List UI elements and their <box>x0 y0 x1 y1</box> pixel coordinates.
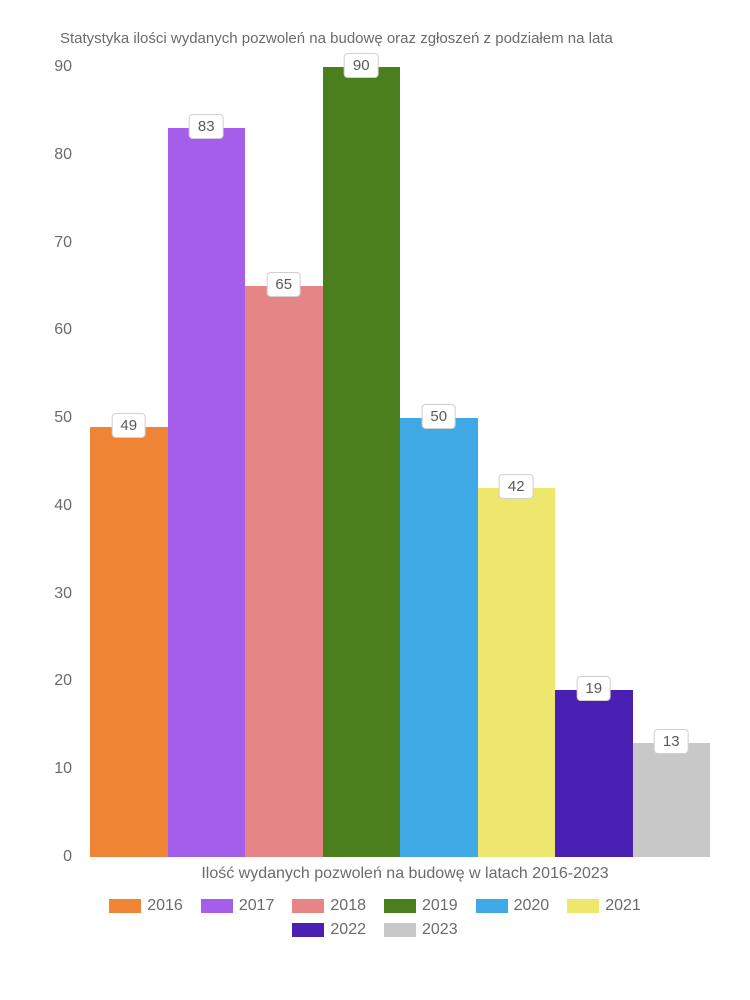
bar-value-label: 19 <box>576 676 611 701</box>
y-tick: 60 <box>54 321 72 339</box>
legend-item-2017: 2017 <box>201 897 275 915</box>
legend-label: 2016 <box>147 897 183 915</box>
y-tick: 10 <box>54 760 72 778</box>
y-tick: 70 <box>54 234 72 252</box>
legend-item-2022: 2022 <box>292 921 366 939</box>
chart-title: Statystyka ilości wydanych pozwoleń na b… <box>30 30 720 47</box>
bar: 90 <box>323 67 401 857</box>
bar-value-label: 49 <box>111 413 146 438</box>
legend-swatch <box>292 923 324 937</box>
legend-item-2018: 2018 <box>292 897 366 915</box>
legend-label: 2018 <box>330 897 366 915</box>
legend-label: 2021 <box>605 897 641 915</box>
bar-2023: 13 <box>633 67 711 857</box>
bar-2018: 65 <box>245 67 323 857</box>
legend: 2016 2017 2018 2019 2020 2021 2022 2023 <box>30 897 720 939</box>
legend-label: 2022 <box>330 921 366 939</box>
bar-2019: 90 <box>323 67 401 857</box>
bar-value-label: 42 <box>499 474 534 499</box>
legend-swatch <box>201 899 233 913</box>
legend-swatch <box>109 899 141 913</box>
y-tick: 30 <box>54 585 72 603</box>
legend-swatch <box>476 899 508 913</box>
bar-2020: 50 <box>400 67 478 857</box>
bar-2021: 42 <box>478 67 556 857</box>
plot-area: 4983659050421913 <box>90 67 710 857</box>
legend-swatch <box>384 899 416 913</box>
legend-label: 2023 <box>422 921 458 939</box>
bar: 49 <box>90 427 168 857</box>
bar: 83 <box>168 128 246 857</box>
bar-value-label: 65 <box>266 272 301 297</box>
bar: 50 <box>400 418 478 857</box>
y-tick: 50 <box>54 409 72 427</box>
y-tick: 20 <box>54 672 72 690</box>
y-tick: 80 <box>54 146 72 164</box>
bar: 65 <box>245 286 323 857</box>
y-tick: 40 <box>54 497 72 515</box>
legend-item-2019: 2019 <box>384 897 458 915</box>
bar: 13 <box>633 743 711 857</box>
x-axis-label: Ilość wydanych pozwoleń na budowę w lata… <box>30 865 720 883</box>
bar-2016: 49 <box>90 67 168 857</box>
bar-value-label: 13 <box>654 729 689 754</box>
legend-swatch <box>292 899 324 913</box>
legend-label: 2017 <box>239 897 275 915</box>
y-axis: 0102030405060708090 <box>30 67 80 857</box>
legend-item-2023: 2023 <box>384 921 458 939</box>
bar-value-label: 50 <box>421 404 456 429</box>
bar-value-label: 83 <box>189 114 224 139</box>
legend-item-2020: 2020 <box>476 897 550 915</box>
chart-area: 0102030405060708090 4983659050421913 <box>30 67 720 857</box>
legend-label: 2020 <box>514 897 550 915</box>
y-tick: 0 <box>63 848 72 866</box>
bar-2017: 83 <box>168 67 246 857</box>
bar-value-label: 90 <box>344 53 379 78</box>
legend-label: 2019 <box>422 897 458 915</box>
bar: 42 <box>478 488 556 857</box>
y-tick: 90 <box>54 58 72 76</box>
legend-swatch <box>384 923 416 937</box>
legend-swatch <box>567 899 599 913</box>
bar-2022: 19 <box>555 67 633 857</box>
bar: 19 <box>555 690 633 857</box>
legend-item-2021: 2021 <box>567 897 641 915</box>
legend-item-2016: 2016 <box>109 897 183 915</box>
